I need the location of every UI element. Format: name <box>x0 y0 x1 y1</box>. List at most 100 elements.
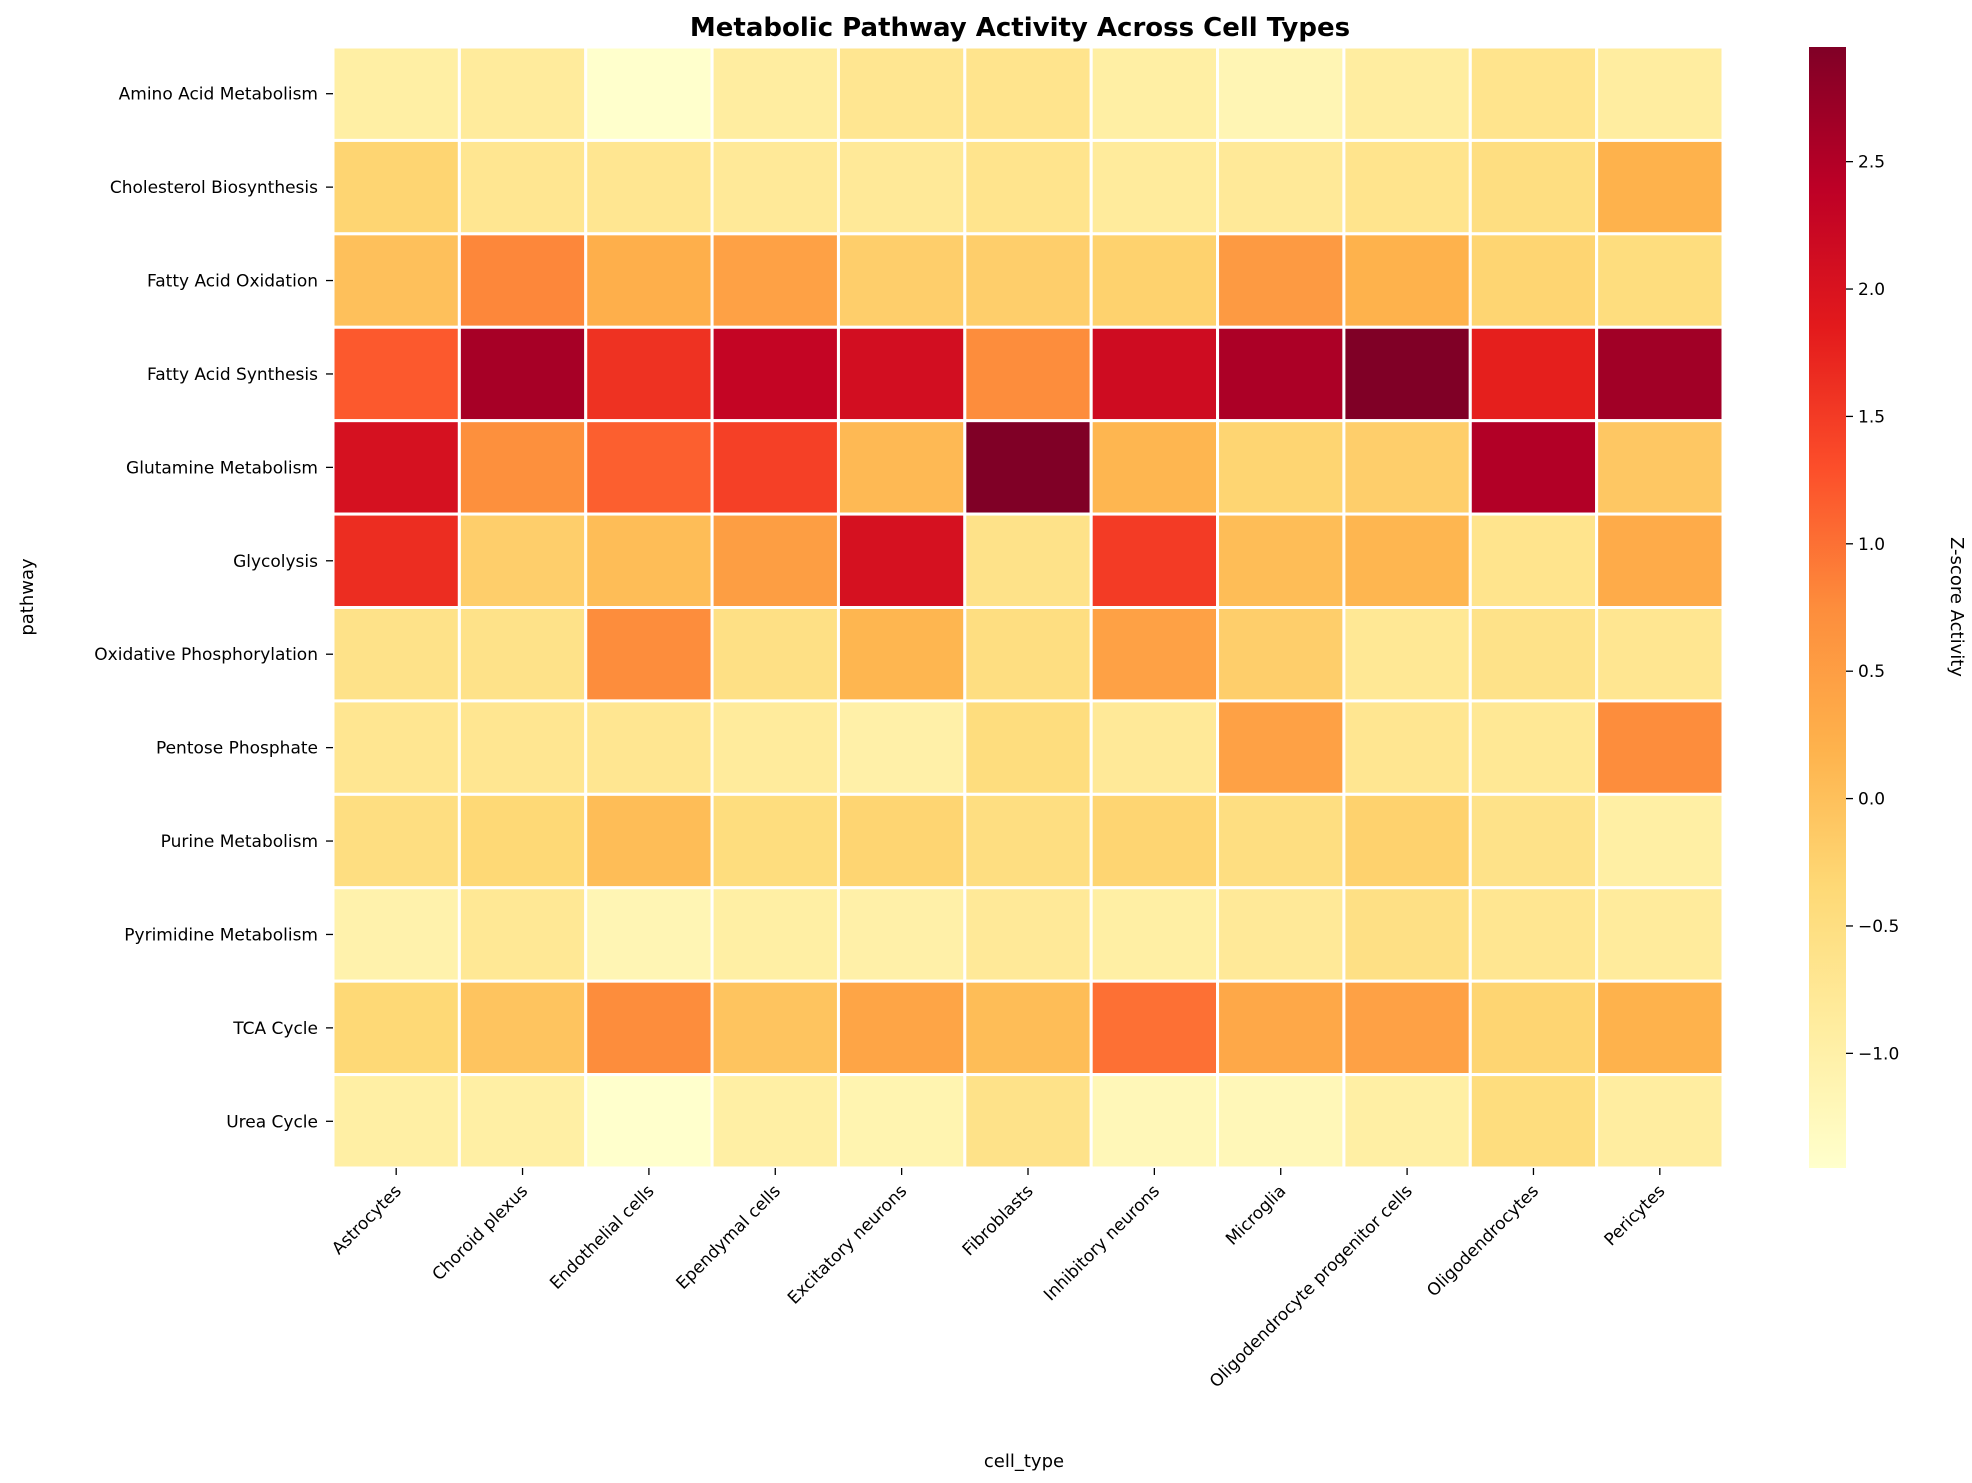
x-tick-label: Endothelial cells <box>546 1181 658 1293</box>
heatmap-cell <box>836 606 967 703</box>
y-tick-label: TCA Cycle <box>232 1019 318 1039</box>
heatmap-cell <box>1595 1073 1725 1170</box>
heatmap-cell <box>331 419 461 516</box>
heatmap-cell <box>584 979 714 1077</box>
heatmap-cell <box>584 419 714 516</box>
heatmap-cell <box>710 419 840 516</box>
heatmap-cell <box>1089 886 1220 983</box>
heatmap-cell <box>963 138 1093 236</box>
heatmap-cell <box>963 419 1093 516</box>
heatmap-cell <box>1089 325 1220 423</box>
heatmap-cell <box>1468 979 1599 1077</box>
heatmap-cell <box>1595 325 1725 423</box>
y-tick-labels: Amino Acid Metabolism Cholesterol Biosynt… <box>94 85 333 1132</box>
x-tick-labels: Astrocytes Choroid plexus Endothelial cell… <box>328 1168 1669 1392</box>
x-tick-label: Pericytes <box>1601 1181 1670 1250</box>
heatmap-cell <box>1468 699 1599 796</box>
heatmap-cell <box>836 45 967 142</box>
heatmap-cell <box>1089 138 1220 236</box>
heatmap-cell <box>836 979 967 1077</box>
heatmap-cell <box>710 979 840 1077</box>
heatmap-cell <box>836 325 967 423</box>
y-tick-label: Glycolysis <box>233 552 318 572</box>
heatmap-cell <box>331 325 461 423</box>
heatmap-cell <box>1216 45 1346 142</box>
colorbar-tick-label: −1.0 <box>1858 1044 1899 1064</box>
heatmap-cell <box>1342 792 1472 890</box>
heatmap-cell <box>584 1073 714 1170</box>
heatmap-cell <box>331 699 461 796</box>
heatmap-cell <box>584 606 714 703</box>
heatmap-cell <box>331 138 461 236</box>
heatmap-cell <box>584 886 714 983</box>
heatmap-cell <box>1342 419 1472 516</box>
heatmap-cell <box>1595 232 1725 329</box>
heatmap-cell <box>1468 138 1599 236</box>
heatmap-cell <box>710 512 840 609</box>
heatmap-cell <box>710 699 840 796</box>
x-tick-label: Astrocytes <box>328 1181 406 1259</box>
x-tick-label: Microglia <box>1222 1181 1290 1249</box>
x-tick-label: Inhibitory neurons <box>1040 1181 1164 1305</box>
heatmap-cell <box>331 979 461 1077</box>
heatmap-cell <box>836 792 967 890</box>
heatmap-cell <box>1342 325 1472 423</box>
heatmap-cell <box>710 138 840 236</box>
heatmap-cell <box>836 419 967 516</box>
heatmap-cell <box>331 886 461 983</box>
heatmap-cell <box>584 325 714 423</box>
heatmap-cell <box>836 232 967 329</box>
heatmap-cell <box>963 699 1093 796</box>
colorbar-ticks: −1.0 −0.5 0.0 0.5 1.0 1.5 2.0 2.5 <box>1846 153 1899 1064</box>
colorbar-tick-label: 2.0 <box>1858 280 1885 300</box>
heatmap-cell <box>1342 699 1472 796</box>
heatmap-cell <box>1342 232 1472 329</box>
heatmap-cell <box>710 606 840 703</box>
heatmap-cell <box>1216 792 1346 890</box>
heatmap-cell <box>1342 512 1472 609</box>
heatmap-cell <box>331 512 461 609</box>
heatmap-cell <box>1468 512 1599 609</box>
heatmap-cell <box>1216 699 1346 796</box>
chart-title: Metabolic Pathway Activity Across Cell T… <box>690 13 1350 43</box>
colorbar-tick-label: −0.5 <box>1858 917 1899 937</box>
heatmap-cell <box>584 138 714 236</box>
heatmap-cell <box>1468 886 1599 983</box>
x-tick-label: Choroid plexus <box>429 1181 533 1285</box>
heatmap-cell <box>710 1073 840 1170</box>
colorbar-tick-label: 2.5 <box>1858 153 1885 173</box>
colorbar-tick-label: 0.0 <box>1858 790 1885 810</box>
heatmap-cell <box>457 979 588 1077</box>
heatmap-cell <box>1216 325 1346 423</box>
heatmap-cell <box>1595 792 1725 890</box>
heatmap-cell <box>584 699 714 796</box>
heatmap-cell <box>1216 886 1346 983</box>
heatmap-cell <box>457 512 588 609</box>
heatmap-cell <box>1216 979 1346 1077</box>
heatmap-cell <box>1216 232 1346 329</box>
heatmap-cell <box>1089 1073 1220 1170</box>
heatmap-cell <box>963 232 1093 329</box>
heatmap-cell <box>1595 138 1725 236</box>
y-tick-label: Purine Metabolism <box>161 832 318 852</box>
heatmap-cell <box>836 886 967 983</box>
x-tick-label: Excitatory neurons <box>784 1181 911 1308</box>
y-tick-label: Glutamine Metabolism <box>126 458 318 478</box>
heatmap-cell <box>1595 45 1725 142</box>
heatmap-cell <box>836 138 967 236</box>
y-tick-label: Amino Acid Metabolism <box>119 85 318 105</box>
colorbar-tick-label: 0.5 <box>1858 662 1885 682</box>
heatmap-cell <box>584 512 714 609</box>
heatmap-cell <box>457 45 588 142</box>
heatmap-cell <box>963 979 1093 1077</box>
heatmap-cell <box>1089 419 1220 516</box>
heatmap-cell <box>1216 419 1346 516</box>
heatmap-cell <box>457 792 588 890</box>
heatmap-cell <box>963 512 1093 609</box>
heatmap-cell <box>457 138 588 236</box>
heatmap-cell <box>1216 606 1346 703</box>
heatmap-cell <box>710 886 840 983</box>
heatmap-cell <box>710 45 840 142</box>
y-tick-label: Fatty Acid Synthesis <box>147 365 318 385</box>
heatmap-cell <box>1089 606 1220 703</box>
